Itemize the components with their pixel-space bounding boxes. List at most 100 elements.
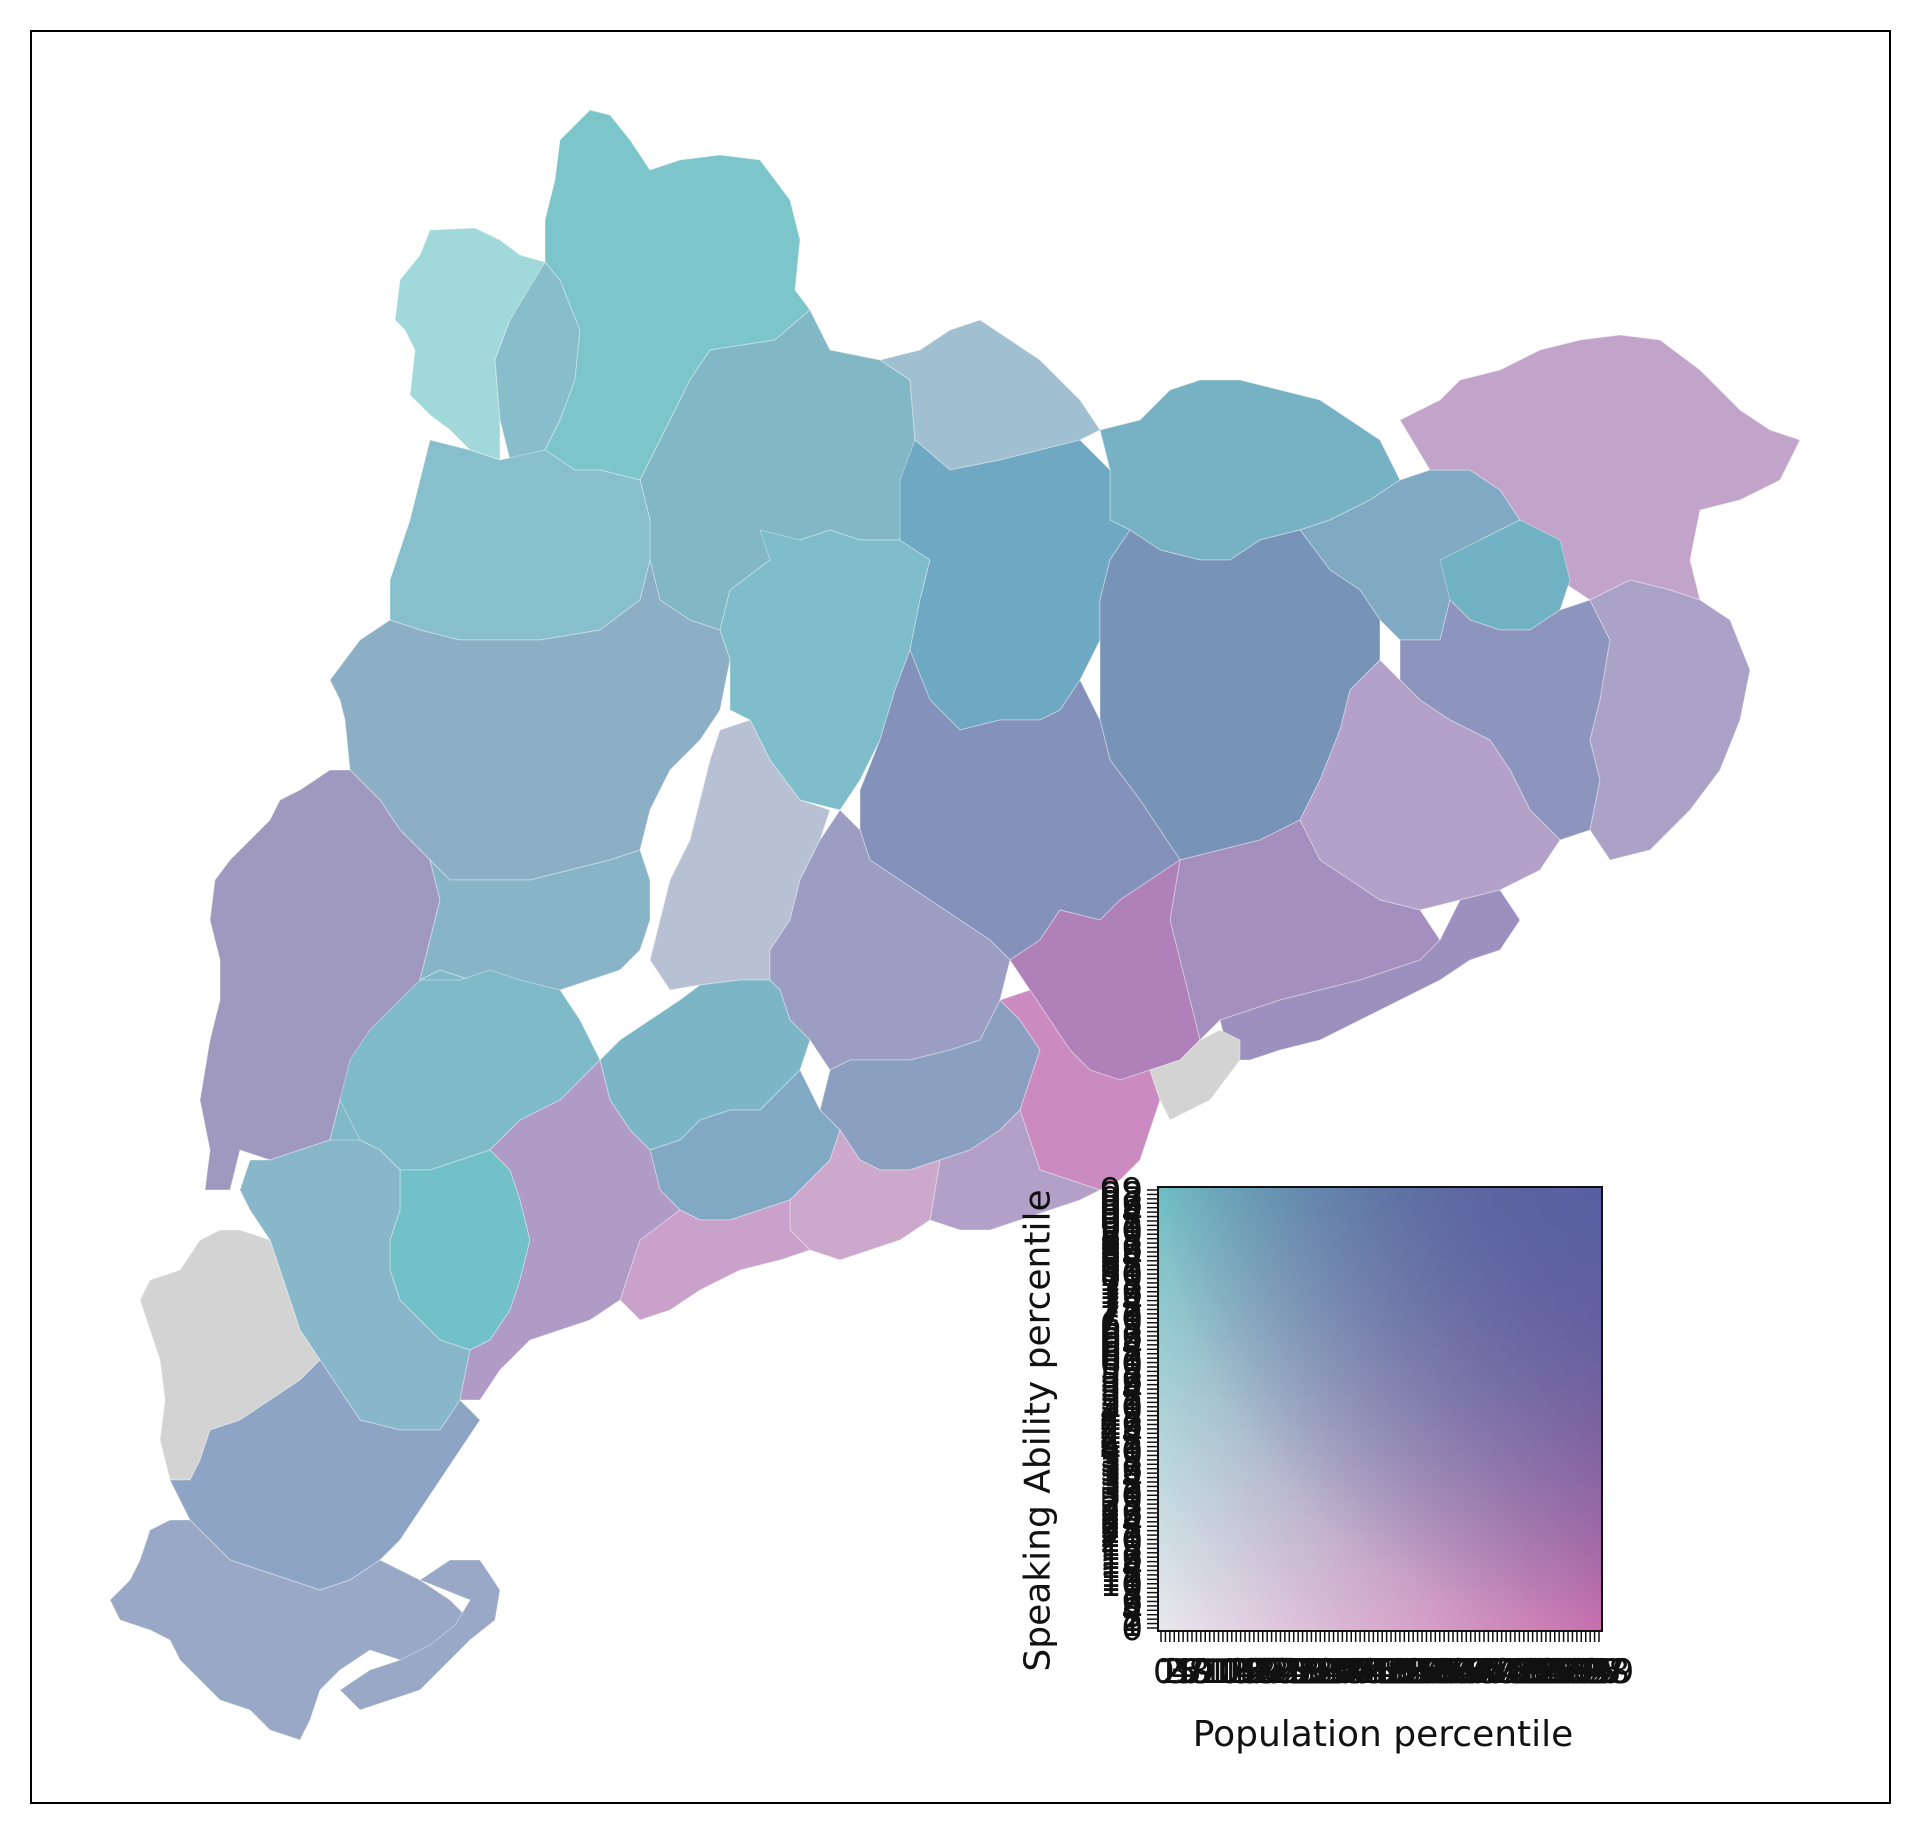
x-tick-label: 89 [1546, 1652, 1591, 1692]
y-tick-label: 36 [1099, 1449, 1143, 1490]
y-tick-label: 18 [1099, 1529, 1143, 1570]
x-tick-label: 11 [1201, 1652, 1245, 1692]
y-tick-label: 3 [1121, 1595, 1143, 1636]
y-tick-label: 52 [1099, 1378, 1143, 1419]
y-tick-label: 58 [1099, 1352, 1143, 1393]
x-tick-label: 21 [1245, 1652, 1290, 1692]
y-tick-label: 71 [1099, 1294, 1143, 1335]
y-tick-label: 50 [1099, 1387, 1143, 1428]
legend-y-axis-label-text: Speaking Ability percentile [1017, 1189, 1059, 1672]
x-tick-label: 70 [1462, 1652, 1506, 1692]
x-tick-label: 63 [1431, 1652, 1475, 1692]
x-tick-label: 4 [1170, 1652, 1193, 1692]
y-tick-label: 9 [1121, 1569, 1143, 1610]
y-tick-label: 25 [1099, 1498, 1143, 1539]
x-tick-label: 35 [1307, 1652, 1352, 1692]
y-tick-label: 95 [1099, 1188, 1143, 1229]
x-tick-label: 19 [1237, 1652, 1281, 1692]
x-tick-label: 40 [1329, 1652, 1374, 1692]
y-tick-label: 61 [1099, 1339, 1143, 1380]
x-tick-label: 75 [1484, 1652, 1529, 1692]
x-tick-label: 27 [1272, 1652, 1316, 1692]
x-tick-label: 80 [1506, 1652, 1551, 1692]
y-tick-label: 1 [1121, 1604, 1143, 1645]
y-tick-label: 2 [1121, 1600, 1143, 1641]
y-tick-label: 72 [1099, 1290, 1143, 1331]
legend-y-tick-labels: 0 1 2 3 4 5 6 7 8 9 10 11 12 13 14 15 16 17 18 19 20 21 22 23 24… [1080, 1170, 1157, 1650]
x-tick-label: 14 [1214, 1652, 1259, 1692]
region-barcelones [1149, 1029, 1241, 1121]
y-tick-label: 63 [1099, 1330, 1143, 1371]
y-tick-label: 12 [1099, 1555, 1143, 1596]
y-tick-label: 76 [1099, 1272, 1143, 1313]
x-tick-label: 15 [1219, 1652, 1263, 1692]
region-noguera [329, 559, 731, 881]
x-tick-label: 2 [1161, 1652, 1184, 1692]
y-tick-label: 51 [1099, 1383, 1143, 1424]
x-tick-label: 36 [1312, 1652, 1356, 1692]
x-tick-label: 8 [1188, 1652, 1211, 1692]
y-tick-label: 27 [1099, 1489, 1143, 1530]
y-tick-label: 94 [1099, 1193, 1143, 1234]
x-tick-label: 17 [1228, 1652, 1272, 1692]
bivariate-legend [1157, 1186, 1603, 1632]
y-tick-label: 16 [1099, 1538, 1143, 1579]
x-tick-label: 38 [1321, 1652, 1365, 1692]
y-tick-label: 28 [1099, 1485, 1143, 1526]
x-tick-label: 73 [1475, 1652, 1520, 1692]
x-tick-label: 53 [1387, 1652, 1431, 1692]
y-tick-label: 26 [1099, 1493, 1143, 1534]
x-tick-label: 83 [1520, 1652, 1564, 1692]
x-tick-label: 60 [1418, 1652, 1462, 1692]
y-tick-label: 44 [1099, 1414, 1143, 1455]
x-tick-label: 57 [1405, 1652, 1449, 1692]
y-tick-label: 31 [1099, 1471, 1143, 1512]
x-tick-label: 64 [1436, 1652, 1480, 1692]
x-tick-label: 68 [1453, 1652, 1498, 1692]
y-tick-label: 32 [1099, 1467, 1143, 1508]
x-tick-label: 12 [1206, 1652, 1250, 1692]
x-tick-label: 29 [1281, 1652, 1325, 1692]
x-tick-label: 13 [1210, 1652, 1254, 1692]
x-tick-label: 30 [1285, 1652, 1329, 1692]
y-tick-label: 67 [1099, 1312, 1143, 1353]
y-tick-label: 82 [1099, 1246, 1143, 1287]
y-tick-label: 75 [1099, 1277, 1143, 1318]
region-maresme [1219, 889, 1521, 1061]
y-tick-label: 68 [1099, 1308, 1143, 1349]
y-tick-label: 91 [1099, 1206, 1143, 1247]
region-ebro-delta [339, 1559, 501, 1711]
y-tick-label: 92 [1099, 1201, 1143, 1242]
y-tick-label: 23 [1099, 1507, 1143, 1548]
x-tick-label: 26 [1268, 1652, 1312, 1692]
x-tick-label: 95 [1573, 1652, 1617, 1692]
y-tick-label: 78 [1099, 1263, 1143, 1304]
y-tick-label: 34 [1099, 1458, 1143, 1499]
x-tick-label: 16 [1223, 1652, 1268, 1692]
x-tick-label: 67 [1449, 1652, 1493, 1692]
x-tick-label: 62 [1427, 1652, 1471, 1692]
y-tick-label: 53 [1099, 1374, 1143, 1415]
y-tick-label: 79 [1099, 1259, 1143, 1300]
y-tick-label: 93 [1099, 1197, 1143, 1238]
x-tick-label: 24 [1259, 1652, 1303, 1692]
legend-x-axis-label: Population percentile [1192, 1714, 1574, 1755]
y-tick-label: 64 [1099, 1325, 1143, 1366]
region-montsia [109, 1519, 471, 1741]
x-tick-label: 94 [1568, 1652, 1613, 1692]
x-tick-label: 39 [1325, 1652, 1369, 1692]
y-tick-label: 43 [1099, 1418, 1143, 1459]
y-tick-label: 14 [1099, 1547, 1143, 1588]
y-tick-label: 85 [1099, 1232, 1143, 1273]
y-tick-label: 29 [1099, 1480, 1143, 1521]
y-tick-label: 84 [1099, 1237, 1143, 1278]
x-tick-label: 31 [1290, 1652, 1334, 1692]
x-tick-label: 71 [1467, 1652, 1511, 1692]
y-tick-label: 83 [1099, 1241, 1143, 1282]
y-tick-label: 49 [1099, 1392, 1143, 1433]
y-tick-label: 62 [1099, 1334, 1143, 1375]
x-tick-label: 86 [1533, 1652, 1577, 1692]
x-tick-label: 59 [1414, 1652, 1458, 1692]
y-tick-label: 46 [1099, 1405, 1143, 1446]
